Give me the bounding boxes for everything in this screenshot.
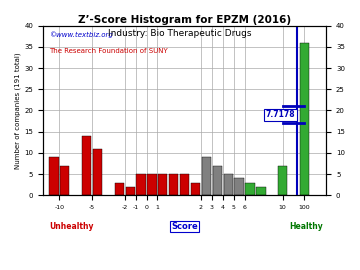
Bar <box>246 183 255 195</box>
Bar <box>114 183 124 195</box>
Bar <box>136 174 146 195</box>
Bar <box>202 157 211 195</box>
Bar <box>278 166 287 195</box>
Y-axis label: Number of companies (191 total): Number of companies (191 total) <box>15 52 22 169</box>
Bar <box>191 183 200 195</box>
Text: Healthy: Healthy <box>289 222 323 231</box>
Bar <box>300 43 309 195</box>
Text: The Research Foundation of SUNY: The Research Foundation of SUNY <box>49 48 167 54</box>
Title: Z’-Score Histogram for EPZM (2016): Z’-Score Histogram for EPZM (2016) <box>78 15 291 25</box>
Bar <box>234 178 244 195</box>
Bar <box>93 148 102 195</box>
Bar <box>213 166 222 195</box>
Text: Unhealthy: Unhealthy <box>49 222 94 231</box>
Bar <box>169 174 178 195</box>
Bar <box>256 187 266 195</box>
Bar <box>147 174 157 195</box>
Bar <box>49 157 59 195</box>
Bar <box>60 166 69 195</box>
Text: 7.7178: 7.7178 <box>266 110 295 119</box>
Bar <box>82 136 91 195</box>
Bar <box>158 174 167 195</box>
Text: Industry: Bio Therapeutic Drugs: Industry: Bio Therapeutic Drugs <box>108 29 252 38</box>
Bar <box>180 174 189 195</box>
Text: Score: Score <box>171 222 198 231</box>
Bar <box>224 174 233 195</box>
Bar <box>126 187 135 195</box>
Text: ©www.textbiz.org: ©www.textbiz.org <box>49 31 113 38</box>
